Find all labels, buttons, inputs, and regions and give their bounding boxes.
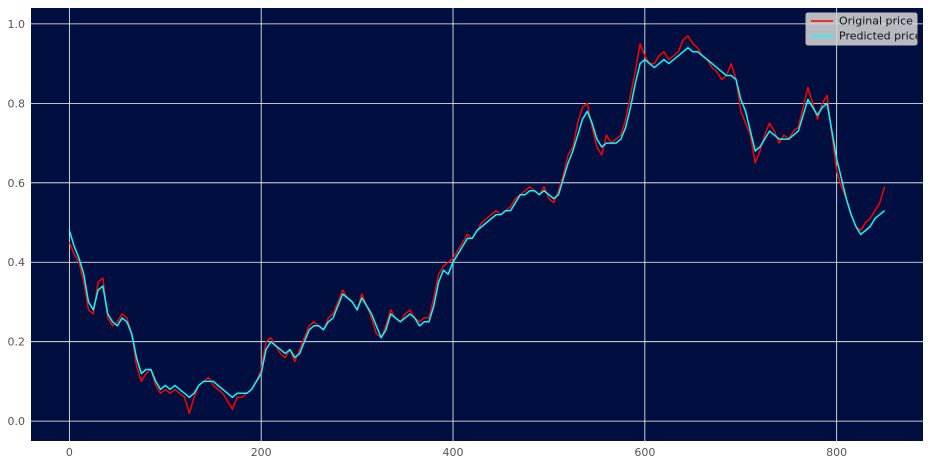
x-tick-label: 800 bbox=[826, 446, 847, 459]
y-tick-label: 0.2 bbox=[8, 336, 26, 349]
legend-label-original: Original price bbox=[839, 15, 913, 28]
legend-label-predicted: Predicted price bbox=[839, 30, 922, 43]
x-tick-label: 0 bbox=[66, 446, 73, 459]
x-tick-label: 200 bbox=[251, 446, 272, 459]
legend: Original price Predicted price bbox=[805, 12, 922, 46]
series-group bbox=[68, 35, 886, 414]
y-tick-label: 0.6 bbox=[8, 177, 26, 190]
x-tick-label: 400 bbox=[443, 446, 464, 459]
y-tick-label: 0.4 bbox=[8, 256, 26, 269]
series-line-predicted bbox=[68, 46, 886, 399]
y-tick-label: 1.0 bbox=[8, 18, 26, 31]
y-tick-label: 0.0 bbox=[8, 415, 26, 428]
plot-background bbox=[31, 8, 923, 441]
x-tick-label: 600 bbox=[634, 446, 655, 459]
legend-box bbox=[805, 12, 918, 46]
grid-lines bbox=[31, 8, 923, 441]
y-tick-label: 0.8 bbox=[8, 97, 26, 110]
axis-ticks: 0 200 400 600 800 0.0 0.2 0.4 0.6 0.8 1.0 bbox=[8, 18, 848, 459]
